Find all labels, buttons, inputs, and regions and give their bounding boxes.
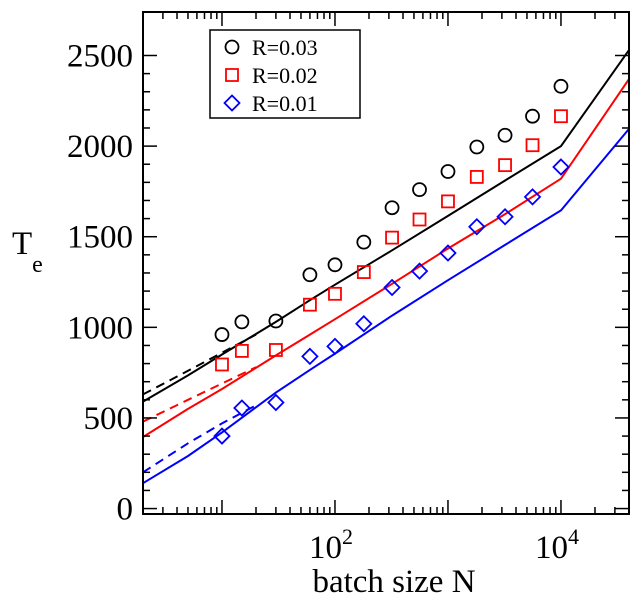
data-point-square [303, 297, 317, 312]
data-point-diamond [326, 337, 344, 356]
legend-label-square: R=0.02 [252, 63, 318, 88]
legend: R=0.03 R=0.02 R=0.01 [209, 29, 361, 119]
data-point-square [525, 138, 540, 153]
data-point-diamond [468, 217, 486, 236]
data-point-circle [553, 78, 569, 94]
axis-ticks [142, 12, 630, 514]
data-point-square [441, 194, 455, 209]
fit-line-square [142, 78, 630, 438]
data-point-diamond [233, 399, 251, 417]
y-axis-title-subscript: e [32, 252, 43, 278]
data-point-circle [384, 200, 400, 216]
data-point-square [412, 212, 427, 227]
y-tick-label: 1500 [67, 220, 133, 256]
data-point-diamond [410, 262, 429, 280]
data-point-circle [234, 314, 250, 330]
data-point-square [234, 343, 249, 358]
y-tick-label: 500 [84, 401, 134, 437]
data-point-diamond [383, 278, 401, 297]
data-point-square [268, 343, 283, 357]
data-point-circle [356, 234, 372, 250]
data-point-square [328, 286, 342, 301]
data-point-square [385, 230, 399, 245]
data-point-circle [440, 164, 456, 179]
legend-marker-circle [224, 39, 240, 55]
y-tick-label: 2000 [67, 129, 133, 165]
dashed-line-square [142, 366, 257, 423]
data-point-square [554, 109, 568, 124]
data-point-diamond [496, 208, 514, 226]
x-tick-label: 104 [535, 524, 579, 566]
data-point-diamond [267, 393, 285, 412]
legend-label-circle: R=0.03 [252, 35, 318, 60]
data-point-square [356, 265, 371, 279]
legend-box [209, 29, 361, 119]
y-tick-label: 0 [117, 492, 134, 528]
data-point-circle [469, 139, 485, 155]
data-point-diamond [301, 347, 319, 366]
fit-line-circle [142, 49, 630, 403]
data-point-square [469, 170, 484, 184]
y-tick-label: 2500 [67, 38, 133, 74]
x-tick-label: 102 [309, 524, 353, 566]
legend-marker-diamond [223, 94, 241, 112]
y-tick-label: 1000 [67, 310, 133, 346]
legend-label-diamond: R=0.01 [252, 91, 318, 116]
data-point-circle [327, 257, 343, 273]
data-point-circle [268, 313, 284, 329]
data-point-diamond [439, 244, 457, 262]
tick-labels: 0 500 1000 1500 2000 2500 102 104 [67, 38, 579, 566]
dashed-line-circle [142, 333, 257, 396]
data-point-circle [497, 127, 513, 143]
data-point-circle [214, 327, 230, 342]
dashed-line-diamond [142, 404, 257, 474]
y-axis-title: Te [12, 226, 43, 278]
data-point-square [215, 357, 229, 372]
data-point-circle [412, 182, 427, 198]
data-point-diamond [213, 427, 231, 445]
x-axis-title: batch size N [312, 564, 475, 599]
y-axis-title-main: T [12, 226, 32, 262]
data-point-diamond [552, 158, 570, 176]
data-point-diamond [523, 188, 542, 206]
plot-markers [213, 78, 570, 445]
data-point-circle [525, 108, 540, 124]
data-point-square [498, 158, 512, 173]
data-point-circle [302, 267, 318, 283]
plot-frame [142, 11, 630, 515]
legend-marker-square [225, 68, 239, 82]
data-point-diamond [355, 314, 373, 333]
